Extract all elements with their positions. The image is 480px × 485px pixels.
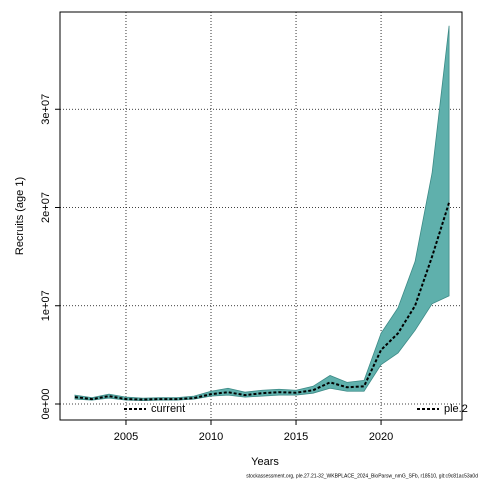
footer: stockassessment.org, ple.27.21-32_WKBPLA… [246,473,478,479]
y-tick-label: 3e+07 [40,94,52,125]
plot-frame [59,11,463,421]
x-axis-label: Years [251,456,279,468]
legend-label: ple.2 [444,403,468,415]
legend-label: current [151,403,185,415]
line [74,202,451,401]
x-tick-label: 2020 [369,431,393,443]
x-tick-label: 2010 [199,431,223,443]
y-tick-label: 2e+07 [40,192,52,223]
x-tick-label: 2015 [284,431,308,443]
y-tick-label: 1e+07 [40,290,52,321]
confidence-band [74,25,450,401]
y-axis-label: Recruits (age 1) [14,177,26,255]
y-tick-label: 0e+00 [40,389,52,420]
x-tick-label: 2005 [114,431,138,443]
